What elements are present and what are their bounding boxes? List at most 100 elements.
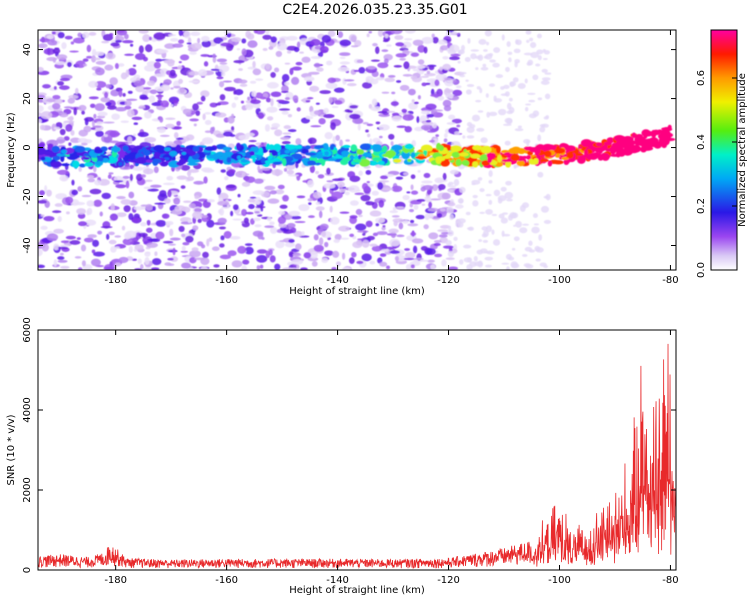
heatmap-cell <box>394 35 404 40</box>
heatmap-cell <box>81 194 92 198</box>
heatmap-cell <box>53 228 64 234</box>
colorbar-ticks: 0.0 0.2 0.4 0.6 <box>696 70 737 278</box>
heatmap-cell <box>307 179 314 188</box>
heatmap-cell <box>532 158 539 165</box>
heatmap-cell <box>188 203 196 209</box>
heatmap-cell <box>56 81 65 86</box>
heatmap-cell <box>594 153 603 158</box>
heatmap-cell <box>451 118 462 124</box>
heatmap-cell <box>213 37 224 44</box>
heatmap-cell <box>188 156 193 164</box>
heatmap-cell <box>285 225 293 230</box>
heatmap-cell <box>295 61 303 66</box>
heatmap-cell <box>465 89 472 95</box>
heatmap-cell <box>382 225 386 228</box>
heatmap-cell <box>223 230 232 239</box>
heatmap-cell <box>396 80 402 83</box>
heatmap-cell <box>183 30 191 39</box>
heatmap-cell <box>329 144 335 151</box>
heatmap-cell <box>525 103 532 106</box>
heatmap-cell <box>391 185 403 193</box>
heatmap-cell <box>143 111 152 119</box>
heatmap-cell <box>56 169 69 176</box>
heatmap-cell <box>493 189 501 197</box>
heatmap-cell <box>231 37 242 43</box>
heatmap-cell <box>480 66 489 71</box>
heatmap-cell <box>361 82 373 89</box>
heatmap-cell <box>200 90 210 98</box>
heatmap-cell <box>334 100 343 105</box>
heatmap-cell <box>375 46 380 55</box>
heatmap-cell <box>200 266 208 270</box>
heatmap-cell <box>451 151 461 158</box>
colorbar <box>710 29 738 271</box>
heatmap-cell <box>175 144 182 152</box>
heatmap-cell <box>178 30 183 37</box>
heatmap-cell <box>285 144 297 150</box>
heatmap-cell <box>197 37 201 44</box>
heatmap-cell <box>376 231 388 236</box>
heatmap-cell <box>267 198 280 204</box>
heatmap-cell <box>254 30 266 35</box>
heatmap-cell <box>200 54 210 57</box>
heatmap-cell <box>395 42 405 47</box>
heatmap-frame <box>37 29 677 271</box>
heatmap-cell <box>271 122 281 129</box>
heatmap-cell <box>222 131 233 137</box>
heatmap-cell <box>221 206 230 209</box>
heatmap-cell <box>123 205 131 213</box>
heatmap-cell <box>194 195 200 200</box>
heatmap-cell <box>244 176 256 183</box>
heatmap-cell <box>379 253 387 257</box>
heatmap-cell <box>155 231 165 240</box>
snr-y-tick-label: 6000 <box>22 317 33 342</box>
heatmap-cell <box>159 134 170 137</box>
heatmap-cell <box>395 176 404 180</box>
heatmap-cell <box>71 189 79 196</box>
heatmap-cell <box>445 93 453 99</box>
heatmap-cell <box>54 203 63 207</box>
heatmap-cell <box>122 145 129 152</box>
heatmap-cell <box>160 84 171 92</box>
heatmap-cell <box>181 262 191 269</box>
heatmap-cell <box>505 180 512 186</box>
heatmap-cell <box>321 230 326 237</box>
heatmap-cell <box>196 101 204 105</box>
heatmap-cell <box>528 99 536 103</box>
heatmap-cell <box>153 166 159 174</box>
heatmap-cell <box>413 257 424 260</box>
heatmap-cell <box>321 159 326 167</box>
heatmap-cell <box>145 159 153 163</box>
heatmap-cell <box>384 33 389 39</box>
heatmap-cell <box>166 175 174 181</box>
heatmap-cell <box>311 261 318 267</box>
heatmap-cell <box>395 53 407 58</box>
heatmap-cell <box>271 169 283 176</box>
heatmap-cell <box>504 191 514 199</box>
heatmap-cell <box>381 91 390 94</box>
heatmap-cell <box>530 51 540 59</box>
heatmap-cell <box>305 152 317 156</box>
heatmap-cell <box>38 200 47 204</box>
heatmap-cell <box>202 251 209 258</box>
heatmap-cell <box>270 98 274 107</box>
heatmap-cell <box>108 172 114 175</box>
heatmap-cell <box>502 233 511 237</box>
heatmap-cell <box>83 237 94 243</box>
heatmap-cell <box>52 156 61 161</box>
heatmap-cell <box>206 199 215 203</box>
heatmap-cell <box>448 266 459 270</box>
heatmap-cell <box>129 173 133 182</box>
heatmap-cell <box>326 167 331 175</box>
heatmap-cell <box>369 210 382 217</box>
heatmap-cell <box>56 54 68 60</box>
heatmap-cell <box>274 129 283 137</box>
heatmap-cell <box>264 185 276 191</box>
heatmap-cell <box>97 155 104 162</box>
colorbar-tick-label: 0.4 <box>696 134 707 150</box>
heatmap-cell <box>142 168 154 175</box>
heatmap-cell <box>95 130 104 137</box>
heatmap-cell <box>128 213 134 221</box>
heatmap-cell <box>442 99 452 108</box>
heatmap-cell <box>641 146 654 151</box>
